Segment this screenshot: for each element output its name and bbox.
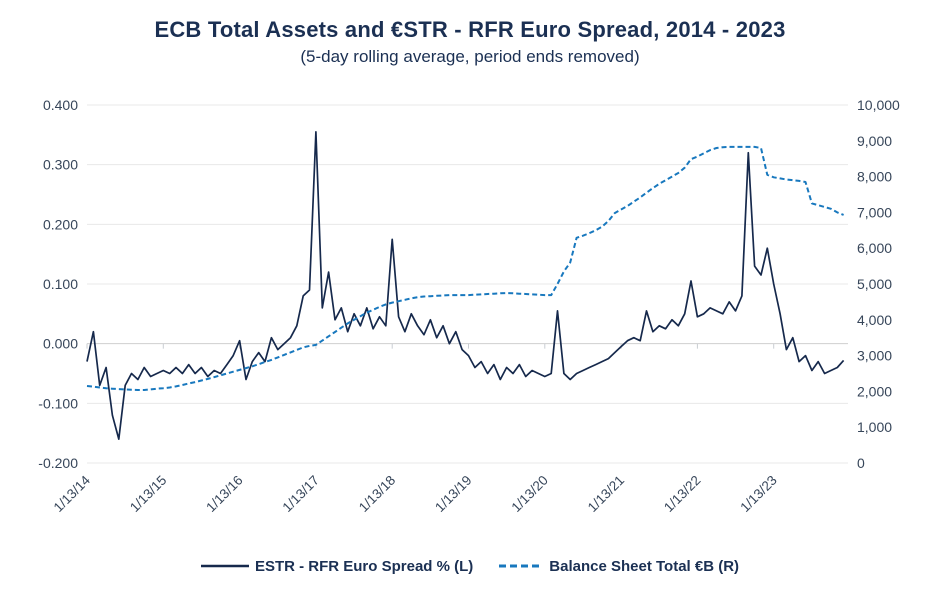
y-left-axis-tick-label: 0.200: [43, 216, 78, 232]
x-axis-tick-label: 1/13/14: [51, 472, 94, 515]
legend-swatch-solid-line-icon: [200, 564, 249, 568]
y-right-axis-tick-label: 0: [857, 455, 865, 471]
legend-item-balance: Balance Sheet Total €B (R): [499, 558, 739, 575]
balance-sheet-line-series: [86, 145, 844, 391]
y-right-axis-tick-label: 3,000: [857, 348, 892, 364]
y-right-axis-tick-label: 9,000: [857, 133, 892, 149]
y-right-axis-tick-label: 7,000: [857, 204, 892, 220]
y-right-axis-tick-label: 6,000: [857, 240, 892, 256]
y-left-axis-tick-label: 0.300: [43, 157, 78, 173]
y-left-axis-tick-label: 0.400: [43, 97, 78, 113]
y-right-axis-tick-label: 1,000: [857, 419, 892, 435]
legend-swatch-dashed-line-icon: [499, 564, 544, 568]
x-axis-tick-label: 1/13/17: [280, 473, 322, 515]
y-right-axis-tick-label: 5,000: [857, 276, 892, 292]
x-axis-tick-label: 1/13/21: [585, 473, 627, 515]
x-axis-tick-label: 1/13/15: [127, 473, 169, 515]
x-axis-tick-label: 1/13/16: [203, 473, 245, 515]
chart-subtitle: (5-day rolling average, period ends remo…: [300, 47, 640, 66]
y-left-axis-tick-label: -0.100: [38, 395, 78, 411]
y-right-axis-tick-label: 8,000: [857, 169, 892, 185]
legend-label-balance: Balance Sheet Total €B (R): [549, 557, 740, 575]
x-axis-tick-label: 1/13/22: [661, 473, 703, 515]
legend-item-spread: ESTR - RFR Euro Spread % (L): [200, 557, 474, 575]
x-axis-tick-label: 1/13/19: [432, 473, 474, 515]
legend-label-spread: ESTR - RFR Euro Spread % (L): [254, 557, 474, 575]
y-left-axis-tick-label: 0.100: [43, 276, 78, 292]
x-axis-tick-label: 1/13/18: [356, 473, 398, 515]
y-right-axis-tick-label: 10,000: [857, 97, 900, 113]
x-axis-tick-label: 1/13/23: [737, 473, 779, 515]
y-right-axis-tick-label: 2,000: [857, 383, 892, 399]
x-axis-tick-label: 1/13/20: [508, 473, 550, 515]
y-left-axis-tick-label: 0.000: [43, 336, 78, 352]
y-left-axis-tick-label: -0.200: [38, 455, 78, 471]
chart-title: ECB Total Assets and €STR - RFR Euro Spr…: [154, 17, 786, 42]
spread-line-series: [86, 131, 845, 440]
chart-legend: ESTR - RFR Euro Spread % (L) Balance She…: [0, 553, 940, 579]
y-right-axis-tick-label: 4,000: [857, 312, 892, 328]
